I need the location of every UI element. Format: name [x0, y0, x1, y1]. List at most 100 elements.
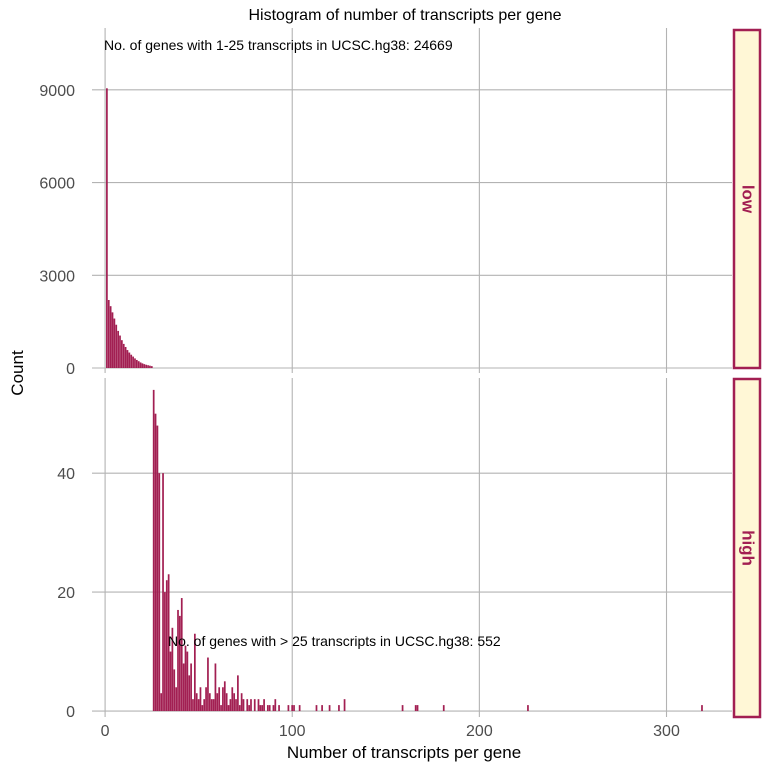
- histogram-bar: [180, 598, 183, 712]
- histogram-bar: [210, 699, 213, 712]
- facet-strip-label: high: [739, 530, 758, 566]
- histogram-bar: [212, 699, 215, 712]
- histogram-bar: [203, 699, 206, 712]
- histogram-bar: [137, 361, 140, 368]
- histogram-bar: [298, 705, 301, 712]
- histogram-bar: [201, 705, 204, 712]
- histogram-bar: [171, 627, 174, 712]
- x-tick-label: 300: [653, 723, 680, 740]
- histogram-bar: [167, 574, 170, 712]
- facet-strip-label: low: [739, 185, 758, 214]
- facet-strip: [732, 377, 762, 719]
- histogram-bar: [240, 693, 243, 712]
- histogram-bar: [115, 324, 118, 368]
- histogram-bar: [220, 705, 222, 712]
- histogram-bar: [130, 354, 133, 368]
- histogram-bar: [701, 705, 703, 712]
- histogram-bar: [164, 592, 166, 712]
- histogram-bar: [186, 651, 189, 712]
- histogram-bar: [192, 699, 194, 712]
- histogram-bar: [218, 687, 221, 712]
- histogram-bar: [287, 705, 290, 712]
- histogram-bar: [442, 705, 445, 712]
- histogram-bar: [242, 699, 245, 712]
- histogram-bar: [259, 705, 262, 712]
- histogram-bar: [177, 609, 179, 712]
- histogram-bar: [266, 705, 269, 712]
- histogram-bar: [250, 699, 252, 712]
- histogram-bar: [152, 389, 155, 712]
- histogram-bar: [278, 705, 280, 712]
- histogram-bar: [263, 699, 265, 712]
- y-tick-label: 20: [57, 585, 75, 602]
- histogram-bar: [315, 705, 318, 712]
- histogram-bar: [235, 699, 237, 712]
- x-tick-label: 0: [101, 723, 110, 740]
- histogram-bar: [227, 705, 230, 712]
- histogram-bar: [109, 306, 112, 368]
- panel-high: 0 20 40 No. of genes with > 25 transcripts …: [57, 377, 762, 721]
- panel-annotation: No. of genes with > 25 transcripts in UC…: [168, 633, 501, 649]
- histogram-bar: [229, 699, 232, 712]
- x-axis-title: Number of transcripts per gene: [287, 743, 521, 762]
- histogram-bar: [107, 300, 110, 368]
- histogram-bar: [222, 687, 224, 712]
- histogram-bar: [111, 312, 114, 368]
- histogram-bar: [165, 580, 168, 712]
- histogram-bar: [173, 669, 176, 712]
- y-tick-label: 9000: [39, 83, 75, 100]
- histogram-bar: [214, 663, 217, 712]
- histogram-bar: [134, 358, 136, 368]
- histogram-bar: [158, 473, 161, 712]
- histogram-bar: [119, 335, 121, 368]
- histogram-bar: [261, 705, 264, 712]
- y-tick-label: 0: [66, 704, 75, 721]
- histogram-bar: [124, 346, 127, 368]
- histogram-bar: [188, 675, 191, 712]
- histogram-bar: [184, 645, 187, 712]
- histogram-bar: [126, 350, 129, 368]
- histogram-bar: [175, 687, 177, 712]
- y-axis-title: Count: [8, 350, 27, 396]
- histogram-bar: [328, 705, 331, 712]
- plot-title: Histogram of number of transcripts per g…: [248, 7, 561, 24]
- histogram-bar: [321, 705, 323, 712]
- y-tick-label: 40: [57, 466, 75, 483]
- y-tick-label: 3000: [39, 268, 75, 285]
- histogram-bar: [141, 363, 144, 368]
- histogram-bar: [113, 318, 116, 368]
- histogram-bar: [162, 473, 164, 712]
- histogram-bar: [145, 364, 148, 368]
- histogram-bar: [169, 651, 172, 712]
- histogram-bar: [205, 687, 207, 712]
- histogram-bar: [197, 699, 200, 712]
- x-tick-label: 200: [466, 723, 493, 740]
- histogram-bar: [248, 705, 250, 712]
- histogram-bar: [401, 705, 404, 712]
- histogram-bar: [150, 366, 153, 368]
- histogram-bar: [122, 343, 125, 368]
- histogram-bar: [527, 705, 529, 712]
- histogram-bar: [135, 359, 138, 368]
- histogram-bar: [132, 356, 134, 368]
- histogram-bar: [182, 663, 185, 712]
- histogram-bar: [195, 693, 198, 712]
- histogram-bar: [121, 340, 123, 368]
- histogram-bar: [147, 365, 149, 368]
- histogram-bar: [257, 699, 260, 712]
- histogram-bar: [238, 705, 241, 712]
- histogram-bar: [343, 699, 346, 712]
- histogram-bar: [416, 705, 419, 712]
- facet-strip: [732, 28, 762, 370]
- histogram-bar: [117, 330, 119, 368]
- histogram-bar: [190, 663, 192, 712]
- histogram-bar: [246, 699, 249, 712]
- histogram-bar: [293, 705, 295, 712]
- histogram-bar: [268, 705, 271, 712]
- histogram-bar: [338, 705, 340, 712]
- histogram-bar: [139, 362, 142, 368]
- histogram-bar: [272, 705, 275, 712]
- histogram-bar: [154, 413, 157, 712]
- histogram-bar: [149, 365, 151, 368]
